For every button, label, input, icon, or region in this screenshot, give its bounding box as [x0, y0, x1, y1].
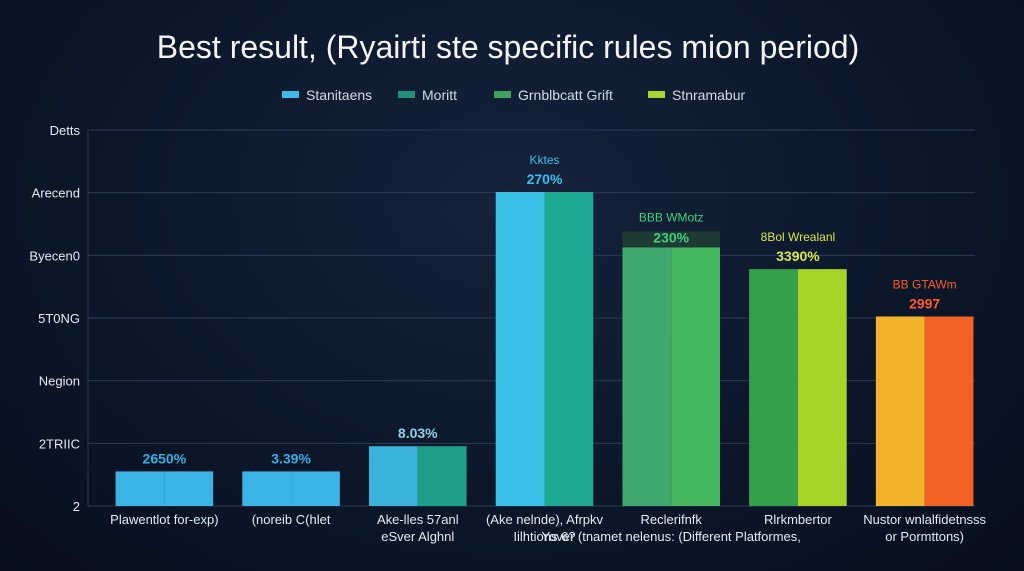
bar-segment-left — [622, 247, 672, 506]
x-axis-labels: Plawentlot for-exp) (noreib C(hlet Ake-lle… — [110, 512, 986, 544]
data-label: 270% — [527, 171, 563, 187]
data-label: 230% — [653, 229, 689, 245]
data-label: 2650% — [143, 450, 187, 466]
legend-item: Moritt — [398, 87, 457, 103]
bar-segment-left — [875, 316, 925, 506]
bar-segment-right — [291, 471, 340, 506]
bar-segment-right — [544, 192, 594, 507]
bar-segment-left — [242, 471, 292, 506]
bar-segment-right — [417, 446, 467, 506]
bar-segment-left — [749, 269, 798, 506]
bar-segment-right — [671, 247, 720, 506]
x-tick-label: Nustor wnlalfidetnsss — [863, 512, 986, 527]
legend-item: Stanitaens — [282, 87, 372, 103]
x-tick-label: Ake-lles 57anl — [377, 512, 459, 527]
y-axis-ticks: Detts Arecend Byecen0 5T0NG Negion 2TRIIC 2 — [29, 123, 80, 514]
y-tick-label: Arecend — [32, 186, 80, 201]
data-label: 8.03% — [398, 425, 438, 441]
bar — [495, 192, 594, 507]
bar — [622, 231, 720, 506]
y-tick-label: 2 — [73, 499, 80, 514]
y-tick-label: 2TRIIC — [39, 436, 80, 451]
y-tick-label: 5T0NG — [38, 311, 80, 326]
data-sublabel: BBB WMotz — [639, 210, 704, 224]
legend-label: Stanitaens — [306, 87, 372, 103]
y-tick-label: Byecen0 — [29, 248, 80, 263]
legend-item: Stnramabur — [648, 87, 745, 103]
data-label: 2997 — [909, 295, 940, 311]
legend-label: Grnblbcatt Grift — [518, 87, 613, 103]
legend-swatch — [282, 91, 299, 98]
x-tick-label: Plawentlot for-exp) — [110, 512, 218, 527]
legend-item: Grnblbcatt Grift — [494, 87, 613, 103]
legend-swatch — [398, 91, 415, 98]
x-tick-label: (noreib C(hlet — [252, 512, 331, 527]
y-tick-label: Negion — [39, 374, 80, 389]
x-tick-label: or Pormttons) — [885, 529, 964, 544]
bar-segment-left — [115, 471, 165, 506]
chart-title: Best result, (Ryairti ste specific rules… — [157, 29, 859, 65]
data-label: 3390% — [776, 248, 820, 264]
bar-segment-left — [369, 446, 418, 506]
bar-segment-right — [797, 269, 847, 506]
bars — [115, 192, 974, 507]
legend-label: Moritt — [422, 87, 457, 103]
data-label: 3.39% — [271, 450, 311, 466]
data-sublabel: Kktes — [529, 153, 559, 167]
data-sublabel: BB GTAWm — [893, 277, 957, 291]
x-tick-label: Yover (tnamet nelenus: (Different Platfo… — [542, 529, 801, 544]
x-tick-label: Iilhtions 6? — [513, 529, 575, 544]
bar-segment-left — [495, 192, 545, 507]
data-sublabel: 8Bol Wrealanl — [761, 230, 835, 244]
bar — [369, 446, 467, 506]
y-tick-label: Detts — [50, 123, 81, 138]
x-tick-label: Reclerifnfk — [641, 512, 703, 527]
x-tick-label: Rlrkmbertor — [764, 512, 833, 527]
bar-segment-right — [164, 471, 214, 506]
legend: Stanitaens Moritt Grnblbcatt Grift Stnramab… — [282, 87, 745, 103]
bar-segment-right — [924, 316, 974, 506]
bar — [875, 316, 974, 506]
legend-swatch — [648, 91, 665, 98]
legend-label: Stnramabur — [672, 87, 745, 103]
bar — [242, 471, 340, 506]
data-labels: 2650% 3.39% 8.03% Kktes 270% BBB WMotz 230% 8Bo… — [143, 153, 957, 466]
legend-swatch — [494, 91, 511, 98]
x-tick-label: eSver Alghnl — [381, 529, 454, 544]
bar — [115, 471, 214, 506]
bar — [749, 269, 847, 506]
bar-label-band — [622, 231, 720, 248]
x-tick-label: (Ake nelnde), Afrpkv — [486, 512, 604, 527]
